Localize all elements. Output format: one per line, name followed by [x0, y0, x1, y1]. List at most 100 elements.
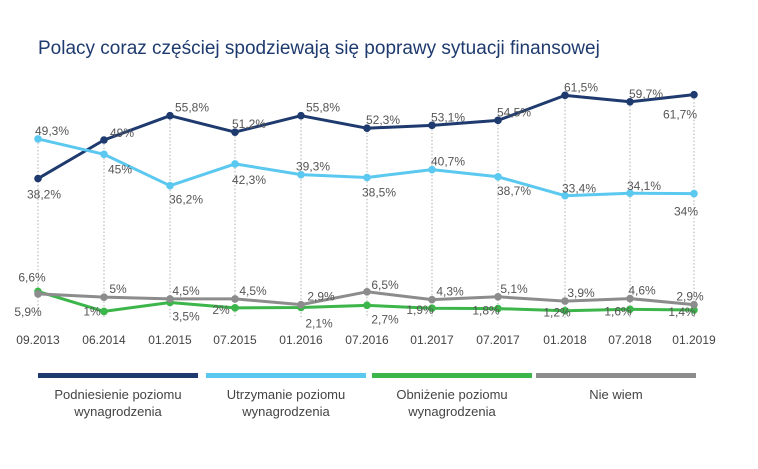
- x-tick-label: 07.2015: [213, 333, 257, 347]
- data-label: 2,1%: [305, 317, 333, 331]
- data-label: 2,7%: [371, 312, 399, 326]
- data-point: [428, 121, 436, 130]
- data-label: 40,7%: [431, 155, 465, 169]
- data-point: [690, 189, 698, 198]
- data-label: 55,8%: [306, 101, 340, 115]
- x-tick-label: 07.2017: [476, 333, 520, 347]
- series-3: 6,6% 1% 3,5% 2% 2,1% 2,7% 1,9% 1,8% 1,2% 1,6% 1,4%: [18, 270, 698, 331]
- series-4: 5,9% 5% 4,5% 4,5% 2,9% 6,5% 4,3% 5,1% 3,9% 4,6% 2,…: [14, 278, 704, 319]
- data-point: [690, 306, 698, 314]
- data-label: 4,5%: [172, 284, 200, 298]
- data-label: 2%: [212, 303, 230, 317]
- data-label: 5%: [109, 282, 127, 296]
- data-point: [494, 172, 502, 181]
- data-point: [561, 306, 569, 315]
- data-point: [428, 304, 436, 313]
- data-point: [34, 135, 42, 143]
- data-point: [100, 307, 108, 316]
- data-point: [166, 295, 174, 303]
- data-label: 59,7%: [629, 87, 663, 101]
- legend-swatch: [536, 373, 696, 378]
- legend: Podniesienie poziomu wynagrodzenia Utrzyma…: [38, 373, 696, 419]
- legend-swatch: [206, 373, 366, 378]
- data-point: [363, 124, 371, 133]
- data-point: [494, 304, 502, 313]
- x-tick-label: 01.2018: [543, 333, 587, 347]
- data-point: [297, 300, 305, 309]
- data-label: 2,9%: [307, 290, 335, 304]
- data-label: 1,4%: [668, 305, 696, 319]
- data-label: 39,3%: [296, 160, 330, 174]
- grid-lines: [37, 98, 695, 318]
- data-label: 6,6%: [18, 270, 46, 284]
- data-point: [231, 128, 239, 136]
- data-label: 4,3%: [436, 285, 464, 299]
- data-label: 1,9%: [406, 303, 434, 317]
- data-label: 1%: [83, 304, 101, 318]
- data-point: [690, 300, 698, 309]
- x-tick-label: 09.2013: [16, 333, 60, 347]
- data-label: 34,1%: [627, 179, 661, 193]
- data-label: 42,3%: [232, 173, 266, 187]
- data-point: [34, 174, 42, 183]
- data-label: 53,1%: [431, 110, 465, 124]
- data-label: 1,6%: [604, 304, 632, 318]
- data-label: 61,7%: [663, 108, 697, 122]
- data-point: [626, 189, 634, 198]
- data-point: [428, 165, 436, 174]
- data-label: 38,7%: [497, 184, 531, 198]
- series-lines: 38,2% 49% 55,8% 51,2% 55,8% 52,3% 53,1% 54,5% 61…: [14, 80, 704, 330]
- x-tick-label: 06.2014: [82, 333, 126, 347]
- data-label: 33,4%: [562, 182, 596, 196]
- data-label: 61,5%: [564, 80, 598, 94]
- data-label: 49,3%: [35, 124, 69, 138]
- data-label: 52,3%: [366, 113, 400, 127]
- data-point: [363, 287, 371, 296]
- data-point: [494, 116, 502, 125]
- data-point: [231, 304, 239, 312]
- data-label: 55,8%: [175, 101, 209, 115]
- data-label: 49%: [110, 126, 134, 140]
- data-label: 1,2%: [543, 306, 571, 320]
- legend-item-1: Podniesienie poziomu wynagrodzenia: [38, 373, 198, 419]
- data-label: 1,8%: [472, 304, 500, 318]
- x-axis-tick-labels: 09.2013 06.2014 01.2015 07.2015 01.2016 07.20…: [16, 333, 716, 347]
- data-point: [561, 297, 569, 305]
- data-point: [231, 295, 239, 303]
- x-tick-label: 01.2017: [410, 333, 454, 347]
- data-point: [428, 295, 436, 304]
- data-label: 51,2%: [232, 117, 266, 131]
- legend-swatch: [38, 373, 198, 378]
- data-point: [690, 90, 698, 99]
- data-point: [297, 111, 305, 120]
- data-point: [626, 305, 634, 314]
- data-point: [100, 150, 108, 159]
- data-point: [363, 301, 371, 310]
- legend-label: Obniżenie poziomu wynagrodzenia: [396, 387, 507, 419]
- x-tick-label: 01.2016: [279, 333, 323, 347]
- series-2: 49,3% 45% 36,2% 42,3% 39,3% 38,5% 40,7% 38,7% 33…: [34, 124, 698, 219]
- x-tick-label: 01.2015: [148, 333, 192, 347]
- data-label: 5,9%: [14, 305, 42, 319]
- series-1: 38,2% 49% 55,8% 51,2% 55,8% 52,3% 53,1% 54,5% 61…: [27, 80, 698, 202]
- data-point: [363, 173, 371, 182]
- data-point: [34, 290, 42, 298]
- data-point: [561, 91, 569, 100]
- data-label: 34%: [674, 205, 698, 219]
- chart-title: Polacy coraz częściej spodziewają się po…: [38, 38, 600, 59]
- x-tick-label: 07.2018: [608, 333, 652, 347]
- data-label: 4,5%: [239, 284, 267, 298]
- data-label: 38,5%: [362, 186, 396, 200]
- data-point: [626, 97, 634, 106]
- data-label: 6,5%: [371, 278, 399, 292]
- legend-label: Nie wiem: [589, 387, 642, 402]
- data-point: [494, 292, 502, 301]
- data-label: 3,9%: [567, 286, 595, 300]
- legend-item-4: Nie wiem: [536, 373, 696, 402]
- legend-label: Utrzymanie poziomu wynagrodzenia: [227, 387, 346, 419]
- data-label: 5,1%: [500, 282, 528, 296]
- data-label: 36,2%: [169, 193, 203, 207]
- x-tick-label: 07.2016: [345, 333, 389, 347]
